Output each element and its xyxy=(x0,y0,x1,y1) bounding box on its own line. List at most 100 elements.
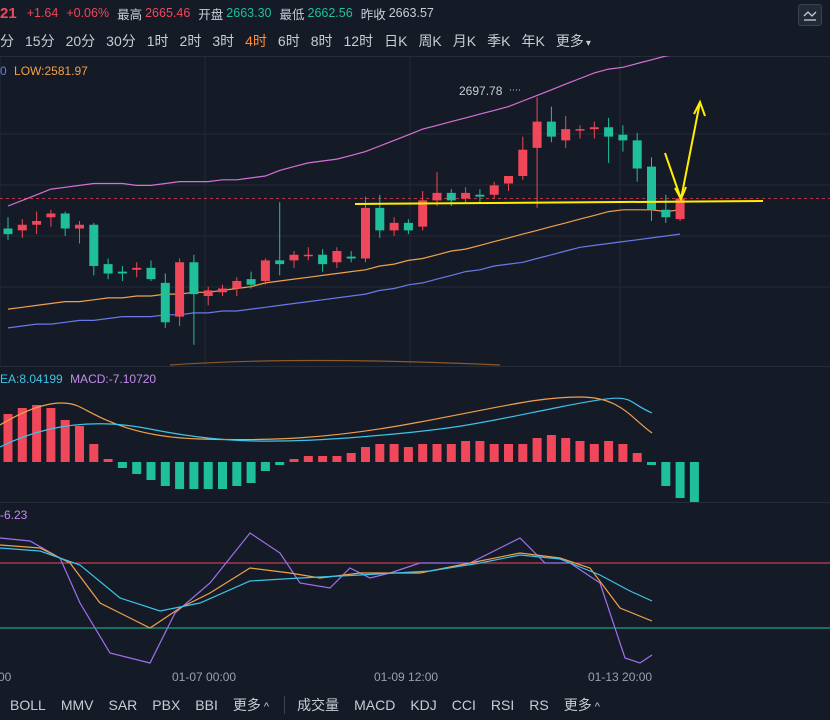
candlestick-chart[interactable]: 2697.78 xyxy=(0,56,830,366)
indicator-button[interactable]: 更多 xyxy=(564,695,600,715)
period-tab[interactable]: 8时 xyxy=(310,33,333,49)
candle-body xyxy=(518,149,528,176)
macd-value: MACD:-7.10720 xyxy=(70,372,157,386)
macd-indicator-label: EA:8.04199 MACD:-7.10720 xyxy=(0,372,156,386)
period-tab[interactable]: 6时 xyxy=(277,33,300,49)
candle-body xyxy=(432,192,442,201)
candle-body xyxy=(504,176,513,184)
candle-body xyxy=(203,290,213,296)
macd-bar xyxy=(546,435,556,462)
divider xyxy=(0,366,830,367)
high-label: 最高 xyxy=(117,7,143,22)
macd-bar xyxy=(432,444,442,462)
period-tab[interactable]: 2时 xyxy=(179,33,202,49)
period-tabs: 分 15分 20分 30分 1时 2时 3时 4时 6时 8时 12时 日K 周K 月K 季K 年K 更多 xyxy=(0,28,602,54)
boll-value: 0 xyxy=(0,64,7,78)
candle-body xyxy=(318,254,328,265)
candle-body xyxy=(89,224,99,266)
d-line xyxy=(0,547,653,612)
indicator-button[interactable]: RS xyxy=(529,697,549,713)
indicator-button[interactable]: BBI xyxy=(195,697,218,713)
high-annotation: 2697.78 xyxy=(459,84,503,98)
candle-body xyxy=(218,288,227,293)
kdj-indicator-label: -6.23 xyxy=(0,508,28,522)
macd-bar xyxy=(489,444,499,462)
macd-bar xyxy=(375,444,385,462)
indicator-button[interactable]: MMV xyxy=(60,697,94,713)
macd-chart[interactable] xyxy=(0,367,830,502)
candle-body xyxy=(532,121,542,148)
macd-bar xyxy=(146,462,156,480)
indicator-button[interactable]: RSI xyxy=(490,697,515,713)
candle-body xyxy=(117,271,127,274)
macd-bar xyxy=(461,441,471,462)
macd-bar xyxy=(446,444,456,462)
chart-settings-icon[interactable] xyxy=(798,4,822,26)
macd-bar xyxy=(561,438,571,462)
last-price: 21 xyxy=(0,4,17,22)
arrow-head-down xyxy=(674,186,687,202)
volume-curve xyxy=(169,359,501,366)
indicator-button[interactable]: PBX xyxy=(152,697,181,713)
period-tab[interactable]: 周K xyxy=(418,33,442,49)
period-tab[interactable]: 3时 xyxy=(212,33,235,49)
prev-close-value: 2663.57 xyxy=(388,6,434,20)
open-value: 2663.30 xyxy=(226,6,272,20)
macd-bar xyxy=(32,405,42,462)
indicator-button[interactable]: MACD xyxy=(354,697,396,713)
main-indicator-label: 0 LOW:2581.97 xyxy=(0,64,88,78)
macd-bar xyxy=(604,441,614,462)
macd-bar xyxy=(403,447,413,462)
period-tab[interactable]: 12时 xyxy=(343,33,374,49)
macd-bar xyxy=(89,444,99,462)
candle-body xyxy=(175,262,185,317)
macd-bar xyxy=(46,408,56,462)
arrow-head-up xyxy=(693,99,706,117)
indicator-button[interactable]: KDJ xyxy=(410,697,437,713)
candle-body xyxy=(289,254,299,261)
candle-body xyxy=(589,127,599,130)
macd-bar xyxy=(318,456,328,462)
macd-bar xyxy=(303,456,313,462)
macd-bar xyxy=(332,456,342,462)
period-tab[interactable]: 更多 xyxy=(556,31,591,51)
high-value: 2665.46 xyxy=(145,6,191,20)
prev-close-label: 昨收 xyxy=(360,7,386,22)
period-tab[interactable]: 月K xyxy=(452,33,477,49)
indicator-button[interactable]: 更多 xyxy=(233,695,269,715)
candle-body xyxy=(647,166,656,210)
boll-upper-line xyxy=(7,56,671,207)
period-tab[interactable]: 4时 xyxy=(245,33,267,49)
candle-body xyxy=(17,224,27,231)
macd-bar xyxy=(289,459,299,462)
indicator-button[interactable]: CCI xyxy=(451,697,476,713)
dea-value: EA:8.04199 xyxy=(0,372,63,386)
macd-bar xyxy=(103,459,113,462)
period-tab[interactable]: 分 xyxy=(0,33,14,49)
candle-body xyxy=(632,140,642,169)
indicator-button[interactable]: 成交量 xyxy=(297,697,340,713)
macd-bar xyxy=(647,462,656,465)
period-tab[interactable]: 1时 xyxy=(146,33,169,49)
period-tab[interactable]: 日K xyxy=(384,33,408,49)
macd-bar xyxy=(389,444,399,462)
low-band-value: LOW:2581.97 xyxy=(14,64,88,78)
period-tab[interactable]: 15分 xyxy=(25,33,55,49)
quote-header: 21 +1.64 +0.06% 最高 2665.46 开盘 2663.30 最低… xyxy=(0,0,830,26)
x-tick-label: 01-09 12:00 xyxy=(374,670,439,684)
candle-body xyxy=(389,222,399,231)
kdj-chart[interactable] xyxy=(0,503,830,668)
period-tab[interactable]: 季K xyxy=(487,33,511,49)
candle-body xyxy=(246,279,256,285)
projection-arrow xyxy=(664,101,701,203)
k-line xyxy=(0,544,653,629)
period-tab[interactable]: 20分 xyxy=(65,33,96,49)
open-label: 开盘 xyxy=(198,7,224,22)
j-line xyxy=(0,532,653,664)
period-tab[interactable]: 30分 xyxy=(106,33,136,49)
indicator-button[interactable]: BOLL xyxy=(10,697,46,713)
period-tab[interactable]: 年K xyxy=(521,33,545,49)
divider xyxy=(0,56,830,57)
macd-bar xyxy=(475,441,485,462)
indicator-button[interactable]: SAR xyxy=(108,697,138,713)
